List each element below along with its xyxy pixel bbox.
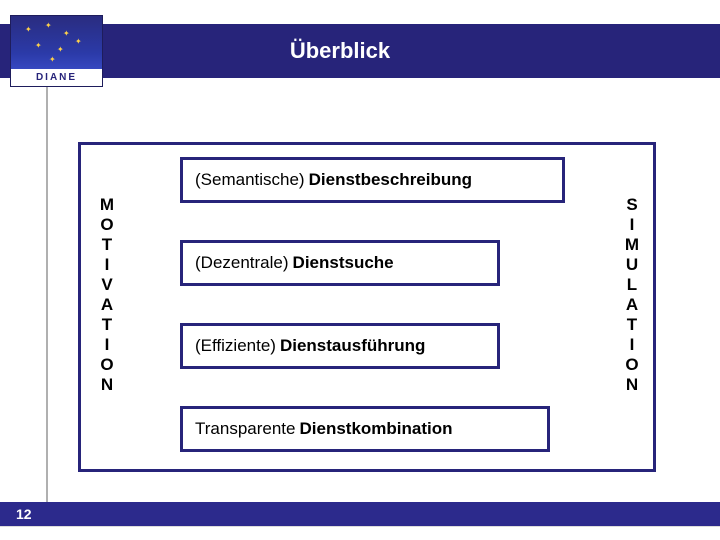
content-box-prefix: (Effiziente)	[195, 336, 276, 356]
content-box-bold: Dienstausführung	[280, 336, 425, 356]
content-box-prefix: Transparente	[195, 419, 295, 439]
side-letter: I	[105, 255, 110, 275]
content-box-1: (Dezentrale)Dienstsuche	[180, 240, 500, 286]
content-box-2: (Effiziente)Dienstausführung	[180, 323, 500, 369]
content-box-bold: Dienstbeschreibung	[309, 170, 472, 190]
side-letter: V	[101, 275, 112, 295]
page-number: 12	[16, 506, 32, 522]
side-letter: M	[100, 195, 114, 215]
content-box-prefix: (Semantische)	[195, 170, 305, 190]
footer-bar: 12	[0, 502, 720, 526]
side-letter: T	[102, 235, 112, 255]
slide: Überblick ✦✦✦✦✦✦✦ DIANE MOTIVATION SIMUL…	[0, 0, 720, 540]
title-bar: Überblick	[0, 24, 720, 78]
side-letter: M	[625, 235, 639, 255]
slide-title: Überblick	[290, 38, 390, 64]
side-letter: A	[626, 295, 638, 315]
logo-star-icon: ✦	[49, 56, 56, 64]
content-box-bold: Dienstsuche	[293, 253, 394, 273]
side-letter: T	[102, 315, 112, 335]
side-letter: L	[627, 275, 637, 295]
side-letter: O	[625, 355, 638, 375]
accent-line	[46, 87, 48, 502]
logo-star-icon: ✦	[75, 38, 82, 46]
side-letter: S	[626, 195, 637, 215]
logo-star-icon: ✦	[25, 26, 32, 34]
side-letter: I	[105, 335, 110, 355]
logo-star-icon: ✦	[57, 46, 64, 54]
logo-star-icon: ✦	[35, 42, 42, 50]
content-box-3: TransparenteDienstkombination	[180, 406, 550, 452]
logo-brand: DIANE	[11, 69, 102, 86]
side-label-simulation: SIMULATION	[621, 195, 643, 395]
bottom-margin	[0, 526, 720, 540]
side-letter: O	[100, 215, 113, 235]
side-letter: N	[626, 375, 638, 395]
side-letter: A	[101, 295, 113, 315]
side-label-motivation: MOTIVATION	[96, 195, 118, 395]
content-box-bold: Dienstkombination	[299, 419, 452, 439]
side-letter: I	[630, 215, 635, 235]
content-box-0: (Semantische)Dienstbeschreibung	[180, 157, 565, 203]
logo-sky: ✦✦✦✦✦✦✦	[11, 16, 102, 69]
side-letter: T	[627, 315, 637, 335]
logo-star-icon: ✦	[63, 30, 70, 38]
side-letter: I	[630, 335, 635, 355]
logo: ✦✦✦✦✦✦✦ DIANE	[10, 15, 103, 87]
content-box-prefix: (Dezentrale)	[195, 253, 289, 273]
side-letter: O	[100, 355, 113, 375]
logo-star-icon: ✦	[45, 22, 52, 30]
side-letter: N	[101, 375, 113, 395]
side-letter: U	[626, 255, 638, 275]
